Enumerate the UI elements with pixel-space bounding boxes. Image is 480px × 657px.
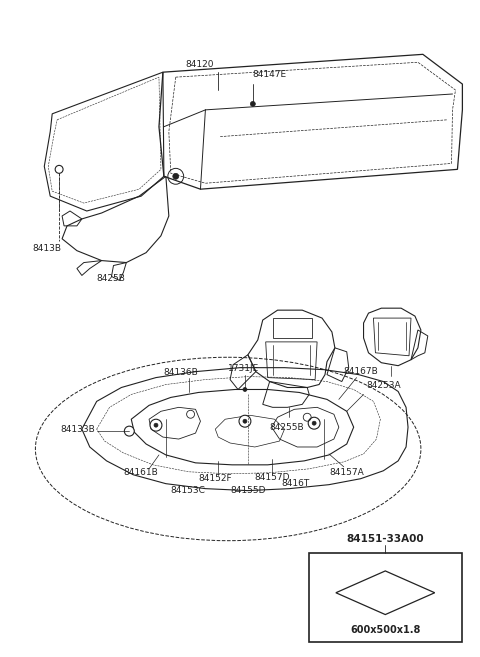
Text: 84253A: 84253A (367, 381, 401, 390)
Circle shape (150, 419, 162, 431)
Text: 600x500x1.8: 600x500x1.8 (350, 625, 420, 635)
Text: 8425B: 8425B (96, 274, 126, 283)
Text: 84255B: 84255B (270, 422, 304, 432)
Text: 84120: 84120 (186, 60, 214, 69)
Text: 84153C: 84153C (171, 486, 206, 495)
Circle shape (243, 419, 247, 423)
Text: 84161B: 84161B (123, 468, 158, 477)
Text: 8413B: 8413B (33, 244, 61, 253)
Circle shape (173, 173, 179, 179)
Text: 84147E: 84147E (253, 70, 287, 79)
Text: 84157D: 84157D (255, 473, 290, 482)
Text: 84152F: 84152F (199, 474, 232, 483)
Bar (309, 553, 462, 643)
Circle shape (251, 101, 255, 106)
Circle shape (312, 421, 316, 425)
Text: 84136B: 84136B (163, 368, 198, 377)
Circle shape (124, 426, 134, 436)
Text: 84133B: 84133B (60, 424, 95, 434)
Text: 1731JE: 1731JE (228, 364, 259, 373)
Text: 8416T: 8416T (281, 479, 310, 488)
Text: 84155D: 84155D (230, 486, 265, 495)
Circle shape (239, 415, 251, 427)
Circle shape (243, 388, 247, 392)
Text: 84157A: 84157A (329, 468, 364, 477)
Text: 84167B: 84167B (344, 367, 379, 376)
Circle shape (308, 417, 320, 429)
Circle shape (154, 423, 158, 427)
Text: 84151-33A00: 84151-33A00 (347, 534, 424, 544)
